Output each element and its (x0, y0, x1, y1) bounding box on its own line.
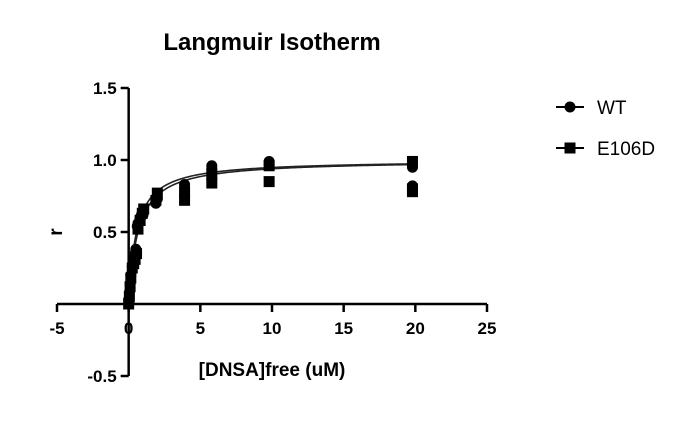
x-tick-label: 0 (124, 319, 133, 338)
legend-marker-e106d (564, 142, 576, 154)
y-tick-label: 0.5 (93, 223, 117, 242)
legend-label: E106D (597, 139, 655, 160)
x-tick-label: 10 (263, 319, 282, 338)
point-e106d (134, 214, 146, 226)
legend-label: WT (597, 98, 627, 119)
legend-marker-wt (564, 101, 576, 113)
point-e106d (129, 253, 141, 265)
x-axis-label: [DNSA]free (uM) (199, 360, 346, 381)
point-e106d (406, 186, 418, 198)
point-e106d (125, 272, 137, 284)
data-points (123, 155, 418, 310)
point-e106d (179, 194, 191, 206)
point-e106d (206, 168, 218, 180)
point-e106d (206, 177, 218, 189)
x-tick-label: 25 (478, 319, 497, 338)
point-e106d (151, 187, 163, 199)
point-e106d (179, 186, 191, 198)
point-e106d (124, 281, 136, 293)
axes: -5 0 5 10 15 20 25 -0.5 0.5 1.0 1.5 (49, 79, 496, 386)
x-tick-label: 15 (334, 319, 353, 338)
y-axis-label: r (46, 228, 67, 236)
legend: WT E106D (556, 98, 655, 160)
point-e106d (132, 223, 144, 235)
chart-title: Langmuir Isotherm (163, 29, 380, 56)
point-e106d (131, 248, 143, 260)
point-e106d (123, 291, 135, 303)
point-wt (206, 160, 218, 172)
point-e106d (406, 155, 418, 167)
point-e106d (123, 298, 135, 310)
y-tick-label: -0.5 (87, 367, 116, 386)
point-e106d (150, 194, 162, 206)
x-tick-label: 20 (406, 319, 425, 338)
x-tick-label: 5 (196, 319, 205, 338)
point-e106d (263, 176, 275, 188)
point-e106d (138, 203, 150, 215)
point-e106d (263, 160, 275, 172)
y-tick-label: 1.0 (93, 151, 117, 170)
x-tick-label: -5 (49, 319, 64, 338)
y-tick-label: 1.5 (93, 79, 117, 98)
